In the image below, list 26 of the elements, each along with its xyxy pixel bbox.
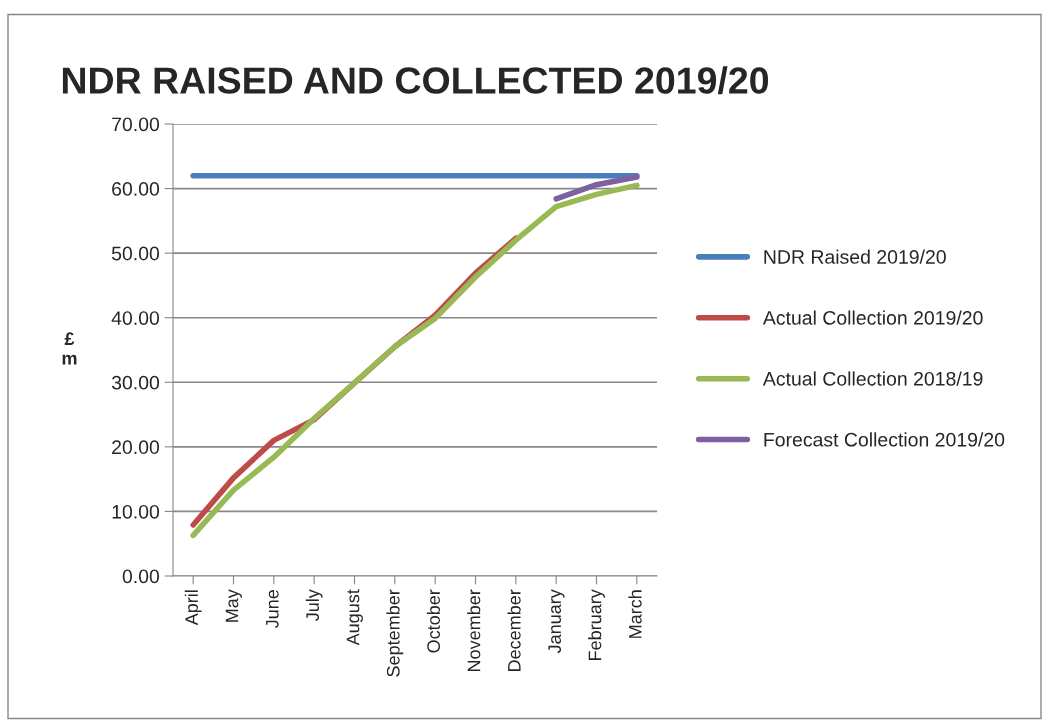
x-tick-label: September [386, 589, 404, 677]
y-tick-label: 20.00 [112, 440, 160, 455]
x-tick-label: March [628, 590, 642, 638]
y-tick-label: 60.00 [112, 182, 160, 196]
x-tick-label: June [266, 589, 279, 629]
chart-title: NDR RAISED AND COLLECTED 2019/20 [62, 66, 769, 95]
x-tick-label: April [184, 590, 202, 626]
legend-label: NDR Raised 2019/20 [764, 249, 946, 264]
y-tick-label: 30.00 [111, 375, 160, 390]
legend-label: Forecast Collection 2019/20 [764, 432, 1005, 447]
x-tick-label: January [548, 589, 565, 654]
x-tick-label: November [467, 589, 481, 671]
x-tick-label: February [588, 589, 605, 660]
x-tick-label: May [225, 589, 242, 622]
y-tick-label: 10.00 [112, 504, 160, 519]
x-tick-label: August [346, 589, 363, 646]
y-tick-label: 70.00 [112, 117, 160, 132]
x-tick-label: July [305, 589, 323, 622]
y-tick-label: 0.00 [122, 569, 160, 584]
y-tick-label: 40.00 [111, 311, 160, 325]
x-tick-label: October [426, 589, 441, 653]
y-tick-label: 50.00 [111, 246, 160, 261]
legend-label: Actual Collection 2018/19 [762, 371, 983, 386]
y-axis-title: £ m [62, 332, 77, 365]
x-tick-label: December [507, 589, 521, 671]
legend-label: Actual Collection 2019/20 [762, 310, 983, 325]
